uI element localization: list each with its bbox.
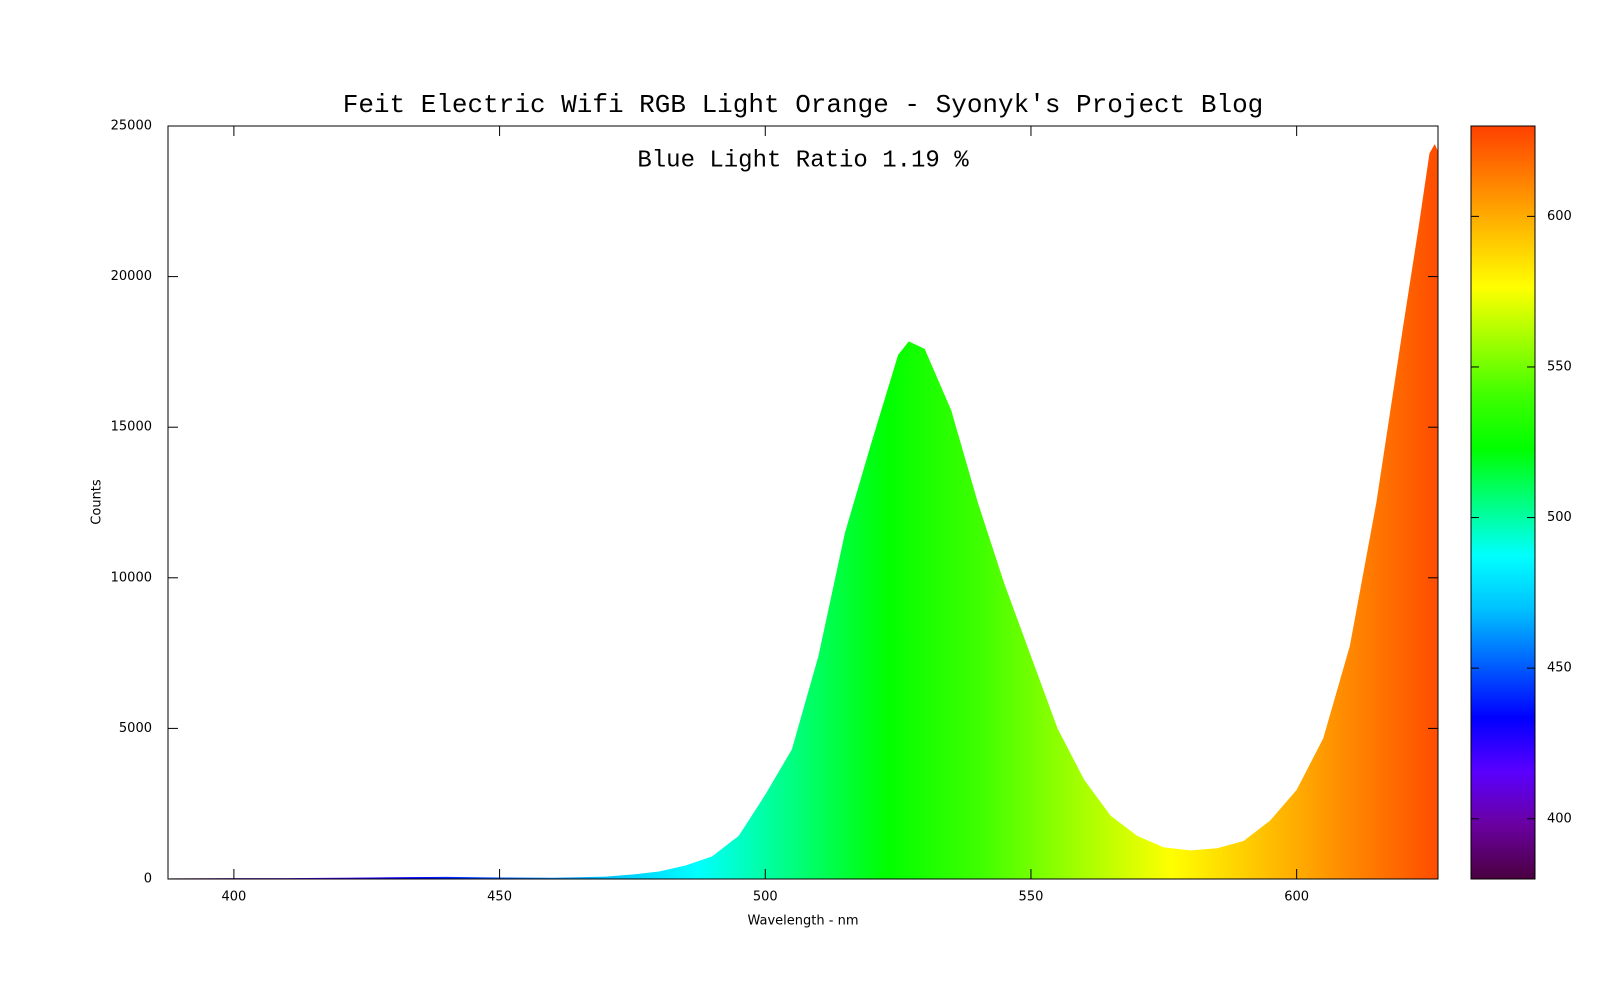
colorbar-tick-label: 550	[1547, 359, 1572, 374]
x-tick-label: 600	[1284, 890, 1309, 905]
y-axis-label: Counts	[90, 479, 105, 525]
colorbar-tick-label: 600	[1547, 209, 1572, 224]
chart-title: Feit Electric Wifi RGB Light Orange - Sy…	[343, 90, 1264, 120]
y-tick-label: 25000	[111, 119, 152, 134]
y-tick-label: 10000	[111, 570, 152, 585]
x-tick-label: 500	[753, 890, 778, 905]
x-tick-label: 450	[487, 890, 512, 905]
plot-frame	[167, 125, 1439, 880]
y-tick-label: 20000	[111, 269, 152, 284]
colorbar	[1470, 125, 1536, 880]
colorbar-tick-label: 450	[1547, 661, 1572, 676]
x-tick-label: 550	[1019, 890, 1044, 905]
annotation: Blue Light Ratio 1.19 %	[637, 147, 969, 174]
colorbar-tick-label: 500	[1547, 510, 1572, 525]
colorbar-tick-label: 400	[1547, 811, 1572, 826]
spectrum-area	[170, 144, 1438, 879]
x-tick-label: 400	[221, 890, 246, 905]
y-tick-label: 15000	[111, 420, 152, 435]
x-axis-label: Wavelength - nm	[748, 914, 859, 929]
y-tick-label: 5000	[119, 721, 152, 736]
y-tick-label: 0	[144, 872, 152, 887]
